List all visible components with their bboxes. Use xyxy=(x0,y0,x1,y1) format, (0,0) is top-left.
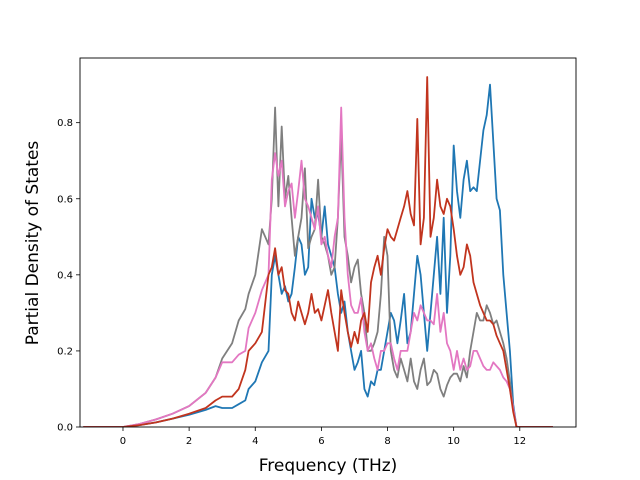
y-tick-label: 0.6 xyxy=(57,194,73,205)
series-line-3 xyxy=(83,106,553,427)
series-group xyxy=(83,76,553,427)
y-axis-ticks: 0.0 0.2 0.4 0.6 0.8 xyxy=(57,118,80,434)
series-line-1 xyxy=(83,83,553,427)
y-tick-label: 0.0 xyxy=(57,423,73,434)
y-tick-label: 0.2 xyxy=(57,346,73,357)
plot-area xyxy=(79,57,577,428)
x-tick-label: 0 xyxy=(120,436,126,447)
x-axis-label: Frequency (THz) xyxy=(259,456,398,476)
x-tick-label: 4 xyxy=(252,436,258,447)
axes-frame xyxy=(79,57,577,428)
x-tick-label: 12 xyxy=(513,436,526,447)
x-tick-label: 6 xyxy=(318,436,324,447)
y-tick-label: 0.4 xyxy=(57,270,73,281)
x-tick-label: 10 xyxy=(447,436,460,447)
y-axis-label: Partial Density of States xyxy=(23,141,43,346)
x-tick-label: 2 xyxy=(186,436,192,447)
series-line-4 xyxy=(83,76,553,427)
y-tick-label: 0.8 xyxy=(57,118,73,129)
x-tick-label: 8 xyxy=(384,436,390,447)
x-axis-ticks: 0 2 4 6 8 10 12 xyxy=(120,427,526,447)
